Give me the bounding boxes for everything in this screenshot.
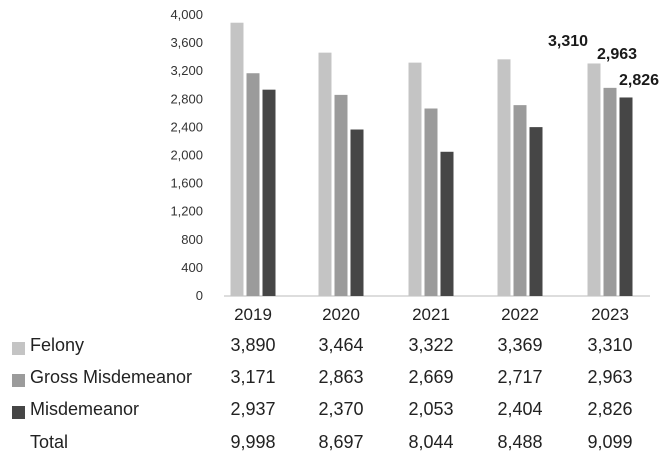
bar-gross-misdemeanor-2021	[424, 108, 438, 296]
table-cell: 3,310	[587, 335, 633, 355]
legend-swatch	[12, 342, 25, 355]
bar-gross-misdemeanor-2023	[603, 87, 617, 297]
bar-felony-2022	[497, 59, 511, 296]
x-tick-label: 2022	[501, 305, 539, 324]
y-tick-label: 0	[196, 288, 203, 303]
bar-gross-misdemeanor-2022	[513, 105, 527, 296]
table-cell: 2,053	[408, 399, 454, 419]
row-label: Total	[30, 432, 69, 452]
table-cell: 2,937	[230, 399, 276, 419]
data-label-2023: 2,963	[597, 46, 637, 63]
table-row: Total 9,998 8,697 8,044 8,488 9,099	[0, 429, 665, 461]
bar-misdemeanor-2022	[529, 127, 543, 296]
table-cell: 8,488	[497, 432, 543, 452]
table-cell: 3,369	[497, 335, 543, 355]
table-cell: 8,044	[408, 432, 454, 452]
table-cell: 9,099	[587, 432, 633, 452]
table-cell: 2,963	[587, 367, 633, 387]
table-row: Misdemeanor 2,937 2,370 2,053 2,404 2,826	[0, 396, 665, 428]
data-label-2023: 2,826	[619, 72, 659, 89]
bar-misdemeanor-2019	[262, 89, 276, 296]
x-tick-label: 2021	[412, 305, 450, 324]
table-cell: 2,404	[497, 399, 543, 419]
y-tick-label: 3,600	[170, 35, 203, 50]
table-row: Gross Misdemeanor 3,171 2,863 2,669 2,717 2,9…	[0, 364, 665, 396]
table-cell: 3,890	[230, 335, 276, 355]
table-cell: 2,863	[318, 367, 364, 387]
bar-misdemeanor-2021	[440, 151, 454, 296]
y-tick-label: 800	[181, 232, 203, 247]
bar-chart: 4,000 3,600 3,200 2,800 2,400 2,000 1,600 1,200…	[170, 7, 659, 324]
y-tick-label: 1,200	[170, 204, 203, 219]
table-cell: 2,669	[408, 367, 454, 387]
table-cell: 9,998	[230, 432, 276, 452]
row-label: Misdemeanor	[30, 399, 140, 419]
bar-gross-misdemeanor-2019	[246, 73, 260, 297]
y-tick-label: 3,200	[170, 63, 203, 78]
table-cell: 3,322	[408, 335, 454, 355]
table-cell: 3,171	[230, 367, 276, 387]
table-row: Felony 3,890 3,464 3,322 3,369 3,310	[0, 332, 665, 364]
y-tick-label: 400	[181, 260, 203, 275]
x-tick-label: 2020	[322, 305, 360, 324]
x-tick-label: 2019	[234, 305, 272, 324]
row-label: Felony	[30, 335, 85, 355]
legend-swatch	[12, 374, 25, 387]
bar-misdemeanor-2023	[619, 97, 633, 296]
table-cell: 2,370	[318, 399, 364, 419]
table-cell: 2,826	[587, 399, 633, 419]
row-label: Gross Misdemeanor	[30, 367, 193, 387]
bar-felony-2023	[587, 63, 601, 296]
legend-swatch	[12, 406, 25, 419]
y-tick-label: 4,000	[170, 7, 203, 22]
table-cell: 8,697	[318, 432, 364, 452]
y-tick-label: 2,000	[170, 148, 203, 163]
x-tick-label: 2023	[591, 305, 629, 324]
table-cell: 3,464	[318, 335, 364, 355]
y-tick-label: 2,800	[170, 91, 203, 106]
bar-misdemeanor-2020	[350, 129, 364, 296]
bar-gross-misdemeanor-2020	[334, 94, 348, 296]
y-tick-label: 2,400	[170, 119, 203, 134]
bar-felony-2019	[230, 22, 244, 296]
table-cell: 2,717	[497, 367, 543, 387]
data-label-2023: 3,310	[548, 33, 588, 50]
bar-felony-2020	[318, 52, 332, 297]
y-tick-label: 1,600	[170, 176, 203, 191]
bar-felony-2021	[408, 62, 422, 296]
